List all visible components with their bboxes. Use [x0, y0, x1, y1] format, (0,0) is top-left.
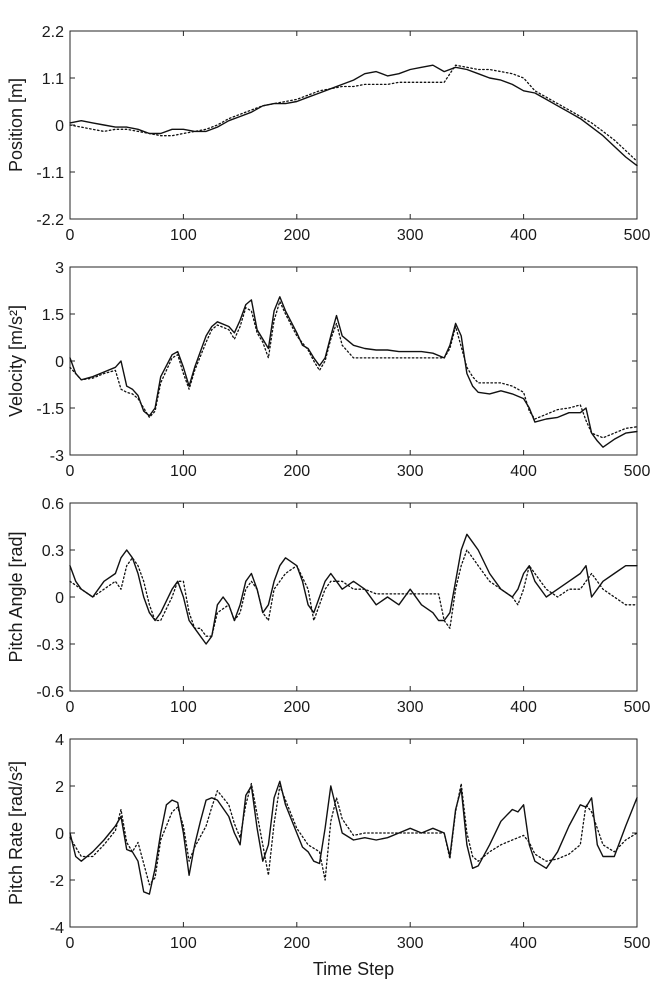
y-tick-label: 2	[55, 779, 64, 796]
series-line-solid	[69, 780, 638, 895]
series-line-dotted	[69, 64, 638, 162]
series-line-dotted	[69, 300, 638, 439]
x-axis-label: Time Step	[313, 959, 394, 979]
chart-panel-1: 0 100 200 300 400 500 -2.2 -1.1 0 1.1 2.2 Position …	[6, 24, 650, 244]
y-tick-label: 0.3	[42, 543, 64, 560]
y-tick-label: 0.6	[42, 496, 64, 513]
x-tick-label: 300	[397, 227, 424, 244]
x-tick-label: 200	[283, 463, 310, 480]
y-tick-label: 0	[55, 826, 64, 843]
y-axis-label: Pitch Rate [rad/s²]	[6, 761, 26, 905]
x-tick-label: 500	[624, 935, 651, 952]
y-tick-label: -2	[50, 873, 64, 890]
series-line-solid	[69, 296, 638, 448]
y-tick-label: 3	[55, 260, 64, 277]
x-tick-label: 0	[66, 699, 75, 716]
x-tick-label: 500	[624, 227, 651, 244]
x-tick-label: 100	[170, 699, 197, 716]
chart-panel-3: 0 100 200 300 400 500 -0.6 -0.3 0 0.3 0.6 Pitch Ang…	[6, 496, 650, 716]
x-tick-label: 300	[397, 699, 424, 716]
x-tick-label: 200	[283, 699, 310, 716]
y-tick-label: 0	[55, 590, 64, 607]
x-tick-label: 100	[170, 227, 197, 244]
y-axis-label: Pitch Angle [rad]	[6, 531, 26, 662]
x-tick-label: 400	[510, 935, 537, 952]
x-tick-label: 500	[624, 699, 651, 716]
x-tick-label: 0	[66, 463, 75, 480]
y-tick-label: -0.6	[36, 684, 64, 701]
y-tick-label: -4	[50, 920, 64, 937]
plot-frame	[69, 738, 638, 928]
y-tick-label: 4	[55, 732, 64, 749]
x-tick-label: 300	[397, 463, 424, 480]
x-tick-label: 400	[510, 227, 537, 244]
y-tick-label: 1.1	[42, 71, 64, 88]
plot-frame	[69, 266, 638, 456]
y-tick-label: -0.3	[36, 637, 64, 654]
x-tick-label: 200	[283, 227, 310, 244]
plot-frame	[69, 502, 638, 692]
series-line-dotted	[69, 782, 638, 886]
y-tick-label: -1.1	[36, 165, 64, 182]
chart-panel-4: 0 100 200 300 400 500 -4 -2 0 2 4 Pitch Rate [rad/s…	[6, 732, 650, 979]
x-tick-label: 400	[510, 699, 537, 716]
x-tick-label: 500	[624, 463, 651, 480]
y-tick-label: -1.5	[36, 401, 64, 418]
y-axis-label: Velocity [m/s²]	[6, 305, 26, 417]
x-tick-label: 100	[170, 935, 197, 952]
x-tick-label: 300	[397, 935, 424, 952]
y-tick-label: 2.2	[42, 24, 64, 41]
y-axis-label: Position [m]	[6, 78, 26, 172]
chart-panel-2: 0 100 200 300 400 500 -3 -1.5 0 1.5 3 Velocity [m/s…	[6, 260, 650, 480]
x-tick-label: 400	[510, 463, 537, 480]
series-line-solid	[69, 533, 638, 645]
x-tick-label: 200	[283, 935, 310, 952]
x-tick-label: 0	[66, 935, 75, 952]
x-tick-label: 100	[170, 463, 197, 480]
y-tick-label: 0	[55, 118, 64, 135]
y-tick-label: -2.2	[36, 212, 64, 229]
series-line-solid	[69, 64, 638, 167]
y-tick-label: 0	[55, 354, 64, 371]
y-tick-label: -3	[50, 448, 64, 465]
x-tick-label: 0	[66, 227, 75, 244]
plot-frame	[69, 30, 638, 220]
y-tick-label: 1.5	[42, 307, 64, 324]
